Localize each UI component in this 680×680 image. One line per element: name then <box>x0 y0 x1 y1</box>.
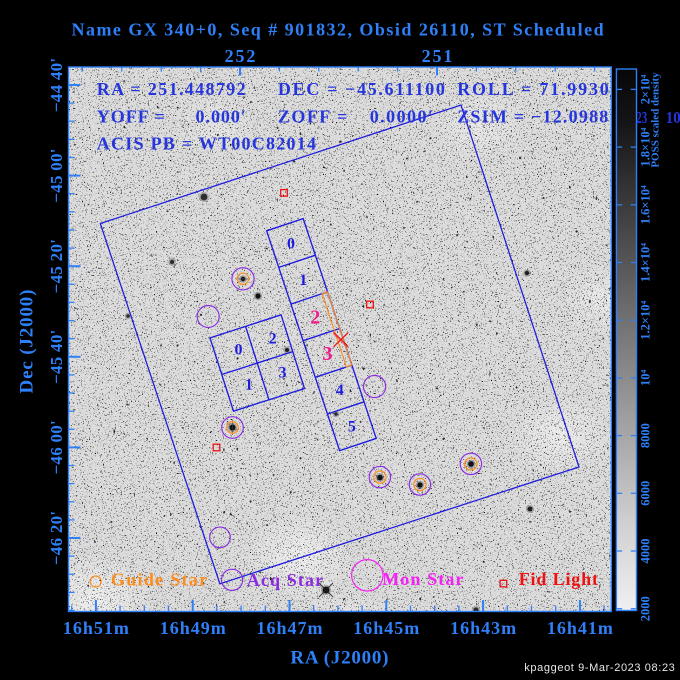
svg-text:10⁴: 10⁴ <box>639 370 653 387</box>
svg-text:Dec (J2000): Dec (J2000) <box>17 290 38 394</box>
svg-text:−45 20': −45 20' <box>47 239 66 293</box>
svg-text:8000: 8000 <box>639 423 653 448</box>
svg-text:Name GX 340+0, Seq # 901832, O: Name GX 340+0, Seq # 901832, Obsid 26110… <box>72 20 604 40</box>
svg-text:ZSIM = −12.0988: ZSIM = −12.0988 <box>457 107 608 127</box>
svg-text:251: 251 <box>422 46 453 66</box>
svg-text:1.2×10⁴: 1.2×10⁴ <box>639 300 653 339</box>
svg-text:6000: 6000 <box>639 481 653 506</box>
svg-text:−46 00': −46 00' <box>47 420 66 474</box>
svg-text:Mon Star: Mon Star <box>382 569 463 589</box>
svg-text:2: 2 <box>310 306 320 328</box>
svg-text:3: 3 <box>323 343 333 365</box>
svg-text:4000: 4000 <box>639 539 653 564</box>
svg-text:−45 00': −45 00' <box>47 148 66 202</box>
svg-text:16h49m: 16h49m <box>160 618 226 638</box>
svg-text:−44 40': −44 40' <box>47 58 66 112</box>
svg-text:1: 1 <box>245 377 253 394</box>
svg-text:2×10⁴: 2×10⁴ <box>639 74 653 104</box>
svg-text:10: 10 <box>666 109 680 127</box>
svg-text:1.6×10⁴: 1.6×10⁴ <box>639 185 653 224</box>
svg-text:252: 252 <box>225 46 256 66</box>
svg-text:16h41m: 16h41m <box>547 618 613 638</box>
svg-text:16h47m: 16h47m <box>257 618 323 638</box>
svg-text:YOFF = 0.000′: YOFF = 0.000′ <box>97 107 246 127</box>
svg-text:RA (J2000): RA (J2000) <box>290 648 388 669</box>
svg-text:3: 3 <box>279 365 287 382</box>
svg-text:ZOFF = 0.0000′: ZOFF = 0.0000′ <box>278 107 433 127</box>
svg-text:1: 1 <box>299 272 307 289</box>
svg-text:16h43m: 16h43m <box>450 618 516 638</box>
svg-text:RA = 251.448792: RA = 251.448792 <box>97 79 246 99</box>
svg-text:DEC = −45.611100: DEC = −45.611100 <box>278 79 445 99</box>
svg-text:−46 20': −46 20' <box>47 511 66 565</box>
svg-text:POSS scaled density: POSS scaled density <box>650 72 662 168</box>
svg-text:−45 40': −45 40' <box>47 330 66 384</box>
svg-text:ACIS PB = WT00C82014: ACIS PB = WT00C82014 <box>97 134 316 154</box>
svg-text:Guide Star: Guide Star <box>111 569 207 589</box>
svg-text:Fid Light: Fid Light <box>519 569 598 589</box>
svg-text:4: 4 <box>336 382 344 399</box>
svg-text:1.4×10⁴: 1.4×10⁴ <box>639 243 653 282</box>
svg-text:1.8×10⁴: 1.8×10⁴ <box>639 127 653 166</box>
svg-text:2: 2 <box>269 331 277 348</box>
svg-text:Acq Star: Acq Star <box>247 570 323 590</box>
svg-text:5: 5 <box>348 419 356 436</box>
svg-text:23: 23 <box>636 110 647 128</box>
svg-text:0: 0 <box>235 342 243 359</box>
svg-text:ROLL = 71.9930: ROLL = 71.9930 <box>457 79 609 99</box>
svg-text:16h45m: 16h45m <box>353 618 419 638</box>
svg-text:16h51m: 16h51m <box>63 618 129 638</box>
svg-text:kpaggeot 9-Mar-2023 08:23: kpaggeot 9-Mar-2023 08:23 <box>524 662 675 674</box>
svg-text:0: 0 <box>287 236 295 253</box>
svg-text:2000: 2000 <box>639 596 653 621</box>
